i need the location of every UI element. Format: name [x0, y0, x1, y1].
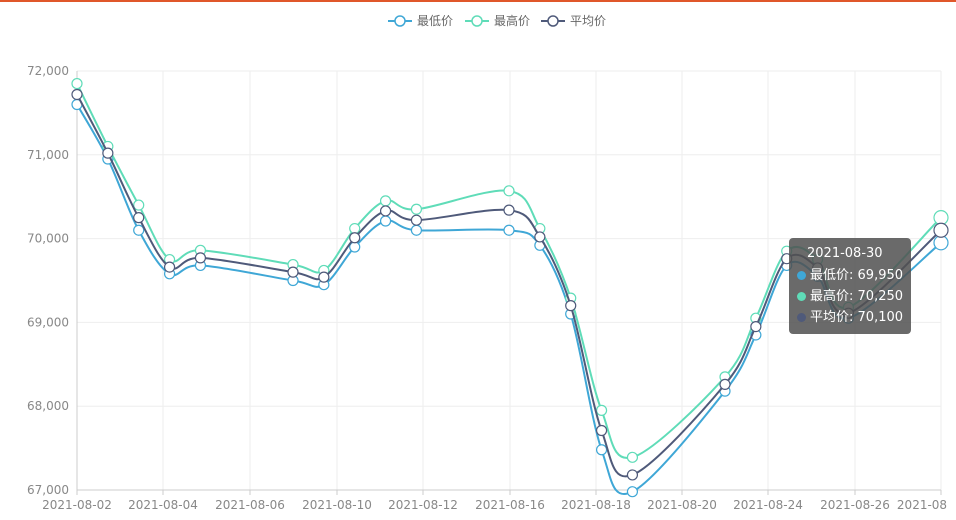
data-point-low: [503, 224, 515, 236]
series-line-avg: [76, 93, 942, 478]
y-tick-label: 71,000: [27, 148, 69, 162]
y-tick-label: 68,000: [27, 399, 69, 413]
tooltip-label-high: 最高价: [810, 289, 850, 304]
y-tick-label: 72,000: [27, 64, 69, 78]
data-point-high: [933, 210, 949, 226]
tooltip-label-low: 最低价: [810, 268, 850, 283]
data-point-low: [626, 486, 639, 498]
data-point-avg: [719, 378, 731, 391]
data-point-high: [133, 199, 145, 211]
tooltip-value-high: 70,250: [857, 289, 904, 304]
data-point-avg: [71, 88, 83, 101]
data-point-avg: [750, 320, 762, 333]
data-point-avg: [194, 252, 207, 264]
data-point-avg: [410, 214, 423, 226]
top-accent-rule: [0, 0, 956, 2]
data-point-avg: [534, 231, 546, 243]
data-point-high: [626, 451, 639, 463]
legend-marker: [394, 15, 406, 27]
data-point-avg: [133, 212, 145, 224]
tooltip-row-low: 最低价: 69,950: [797, 265, 903, 286]
tooltip-dot-low: [797, 271, 806, 280]
data-point-avg: [379, 205, 392, 217]
data-point-high: [349, 222, 361, 235]
tooltip-label-avg: 平均价: [810, 310, 850, 325]
tooltip-row-avg: 平均价: 70,100: [797, 307, 903, 328]
legend-marker: [547, 15, 559, 27]
x-tick-label: 2021-08: [897, 498, 947, 512]
tooltip-row-high: 最高价: 70,250: [797, 286, 903, 307]
x-tick-label: 2021-08-10: [302, 498, 372, 512]
data-point-low: [933, 235, 949, 251]
data-point-high: [410, 203, 423, 215]
legend-label: 最低价: [417, 14, 453, 28]
data-point-avg: [349, 232, 361, 244]
data-point-low: [595, 444, 608, 456]
x-tick-label: 2021-08-16: [475, 498, 545, 512]
data-point-low: [133, 224, 145, 236]
x-tick-label: 2021-08-02: [42, 498, 112, 512]
tooltip-value-low: 69,950: [857, 268, 904, 283]
data-point-avg: [595, 424, 608, 437]
data-point-avg: [287, 266, 299, 278]
data-point-avg: [318, 271, 330, 283]
x-tick-label: 2021-08-04: [128, 498, 198, 512]
chart-tooltip: 2021-08-30 最低价: 69,950 最高价: 70,250 平均价: …: [789, 238, 912, 334]
data-point-high: [503, 185, 515, 197]
data-point-avg: [565, 300, 577, 312]
legend-label: 平均价: [570, 14, 606, 28]
data-point-high: [379, 195, 392, 207]
x-tick-label: 2021-08-26: [820, 498, 890, 512]
data-point-avg: [163, 261, 176, 273]
data-point-high: [595, 404, 608, 416]
data-point-low: [410, 224, 423, 236]
tooltip-date: 2021-08-30: [807, 246, 883, 261]
data-point-high: [71, 77, 83, 90]
y-tick-label: 70,000: [27, 232, 69, 246]
y-tick-label: 67,000: [27, 483, 69, 497]
data-point-low: [379, 215, 392, 227]
x-tick-label: 2021-08-20: [647, 498, 717, 512]
tooltip-dot-avg: [797, 313, 806, 322]
data-point-avg: [503, 204, 515, 216]
y-tick-label: 69,000: [27, 315, 69, 329]
x-tick-label: 2021-08-24: [733, 498, 803, 512]
x-tick-label: 2021-08-18: [561, 498, 631, 512]
legend-label: 最高价: [494, 13, 530, 28]
data-point-avg: [102, 147, 114, 159]
data-point-avg: [626, 469, 639, 481]
x-tick-label: 2021-08-12: [388, 498, 458, 512]
tooltip-dot-high: [797, 292, 806, 301]
x-tick-label: 2021-08-06: [215, 498, 285, 512]
data-point-avg: [933, 222, 949, 238]
tooltip-value-avg: 70,100: [857, 310, 904, 325]
legend-marker: [471, 15, 483, 27]
